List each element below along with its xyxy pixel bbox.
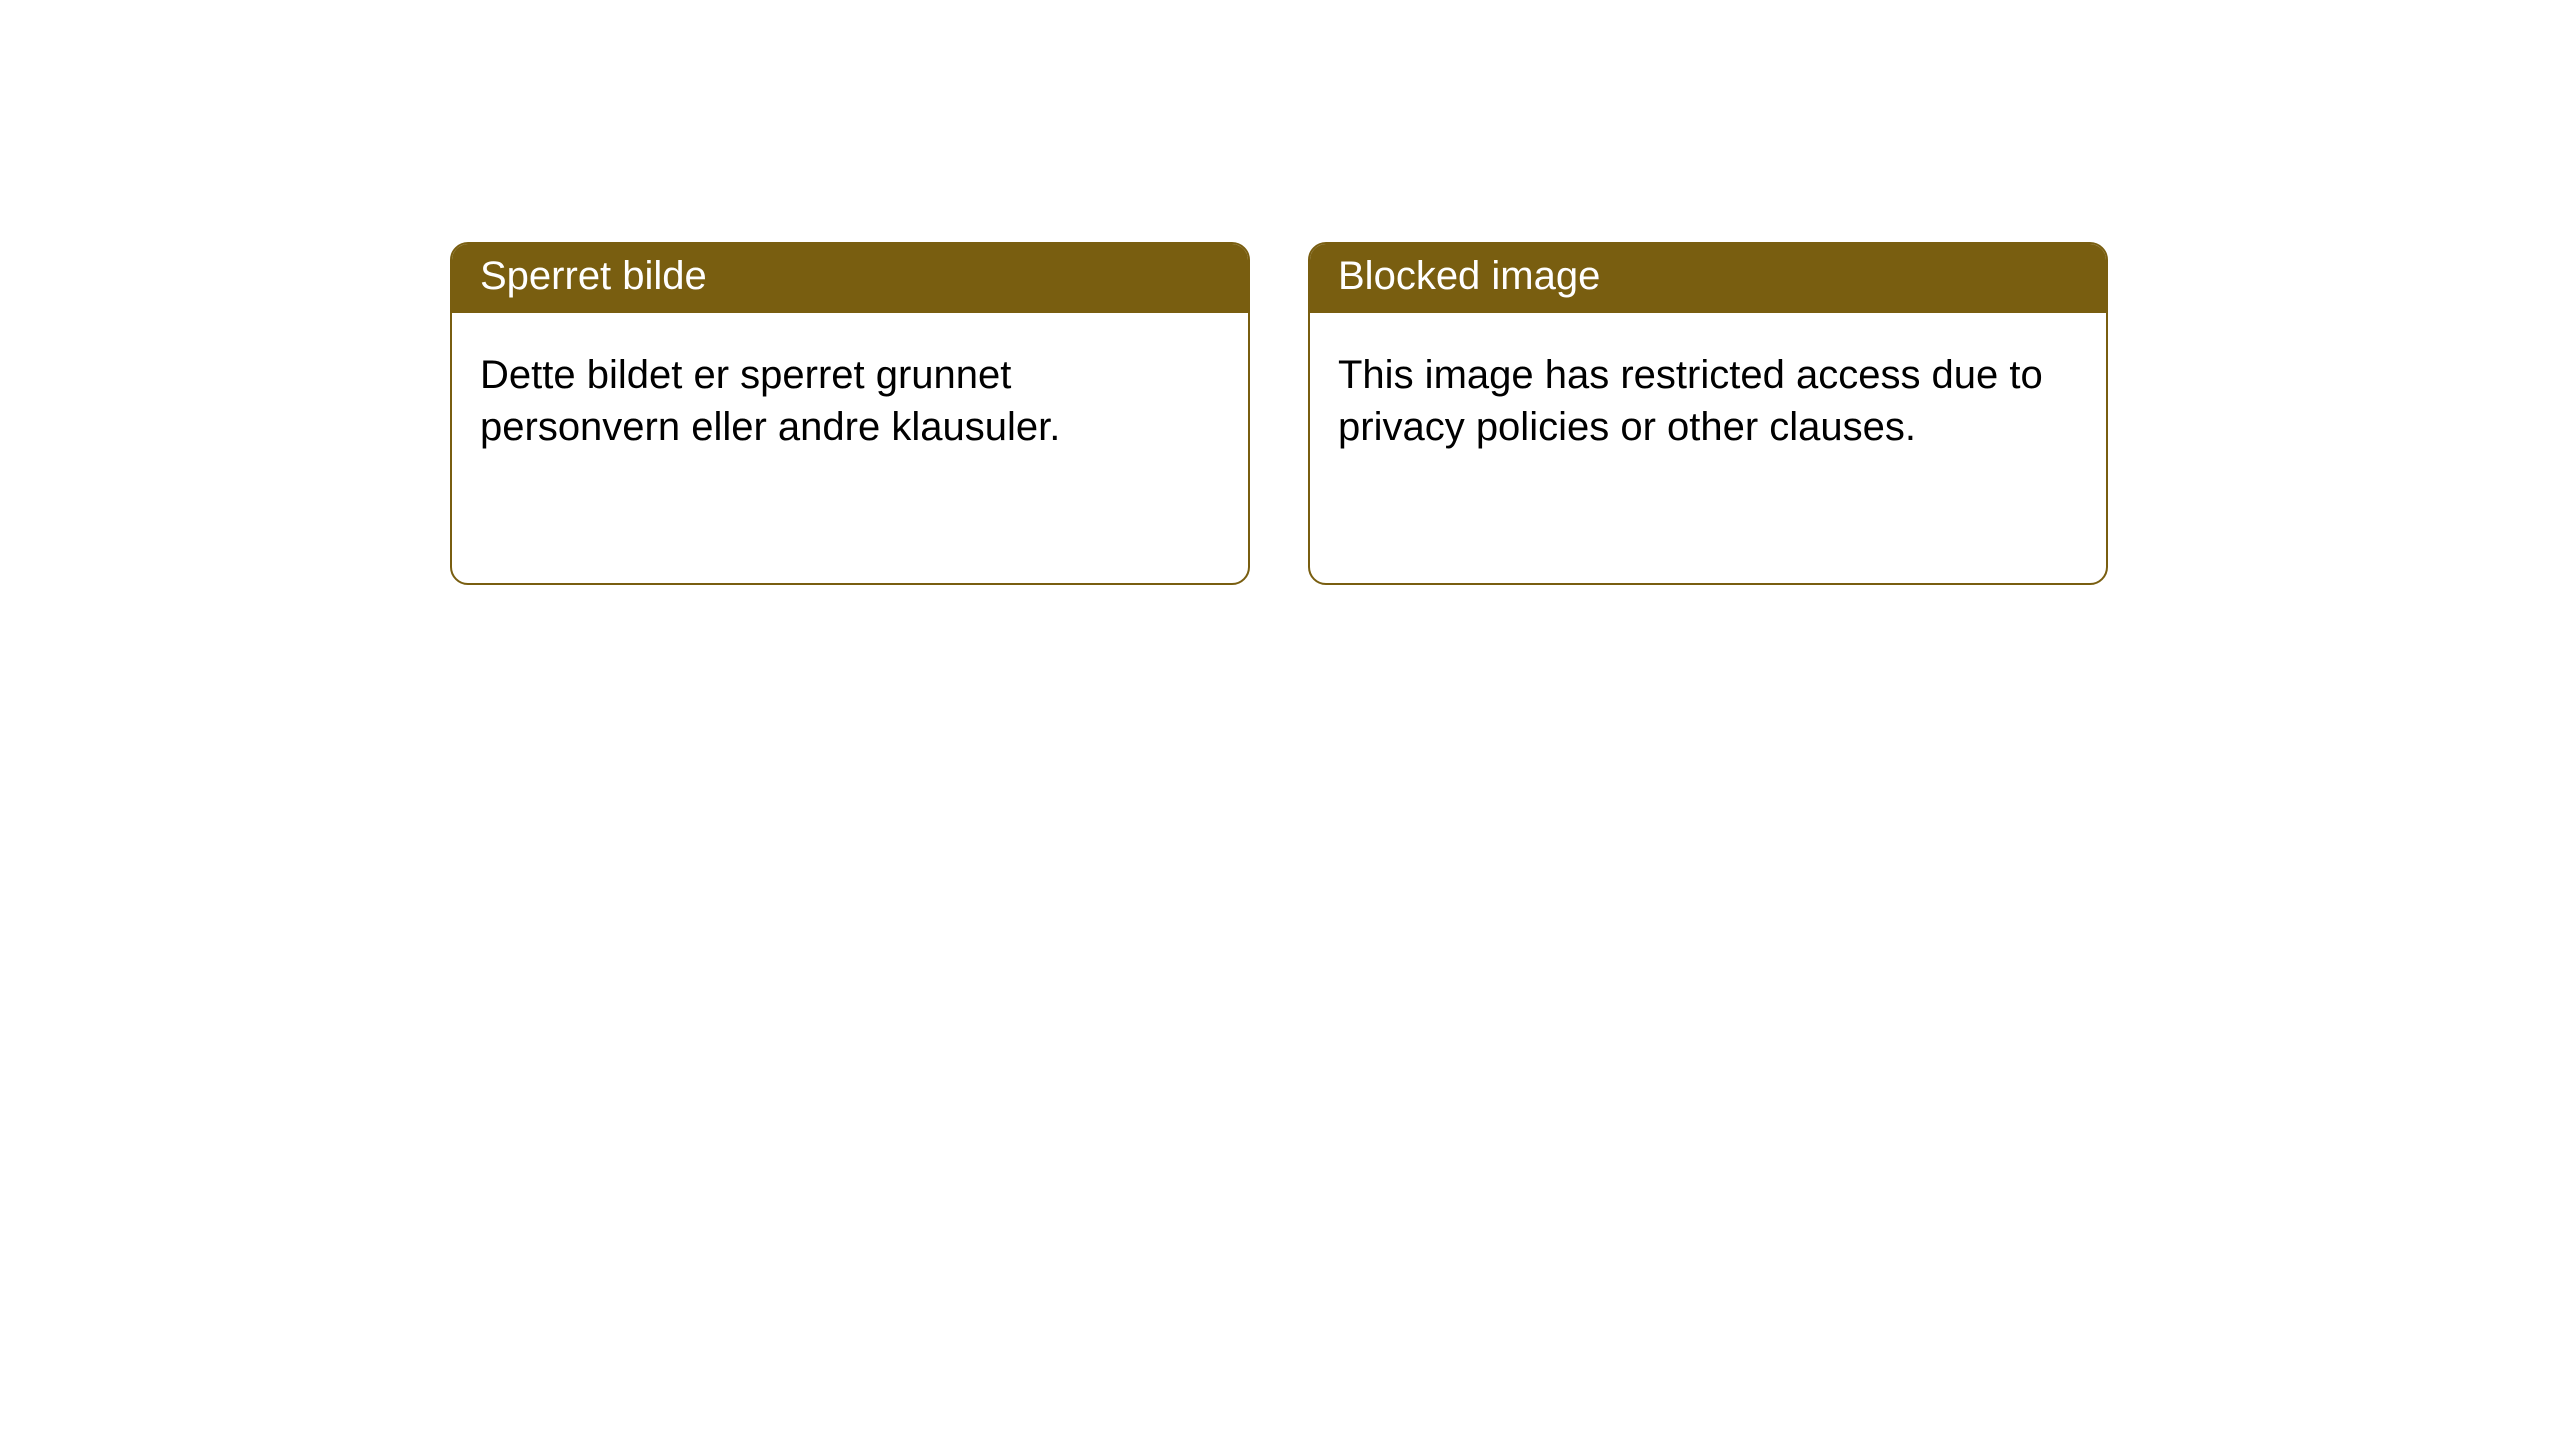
blocked-image-card-no: Sperret bilde Dette bildet er sperret gr… <box>450 242 1250 585</box>
card-header-title: Sperret bilde <box>452 244 1248 313</box>
card-body: This image has restricted access due to … <box>1310 313 2106 583</box>
card-body-text: This image has restricted access due to … <box>1338 349 2078 453</box>
card-body: Dette bildet er sperret grunnet personve… <box>452 313 1248 583</box>
card-body-text: Dette bildet er sperret grunnet personve… <box>480 349 1220 453</box>
blocked-image-card-en: Blocked image This image has restricted … <box>1308 242 2108 585</box>
card-header-title: Blocked image <box>1310 244 2106 313</box>
notice-container: Sperret bilde Dette bildet er sperret gr… <box>450 242 2108 585</box>
